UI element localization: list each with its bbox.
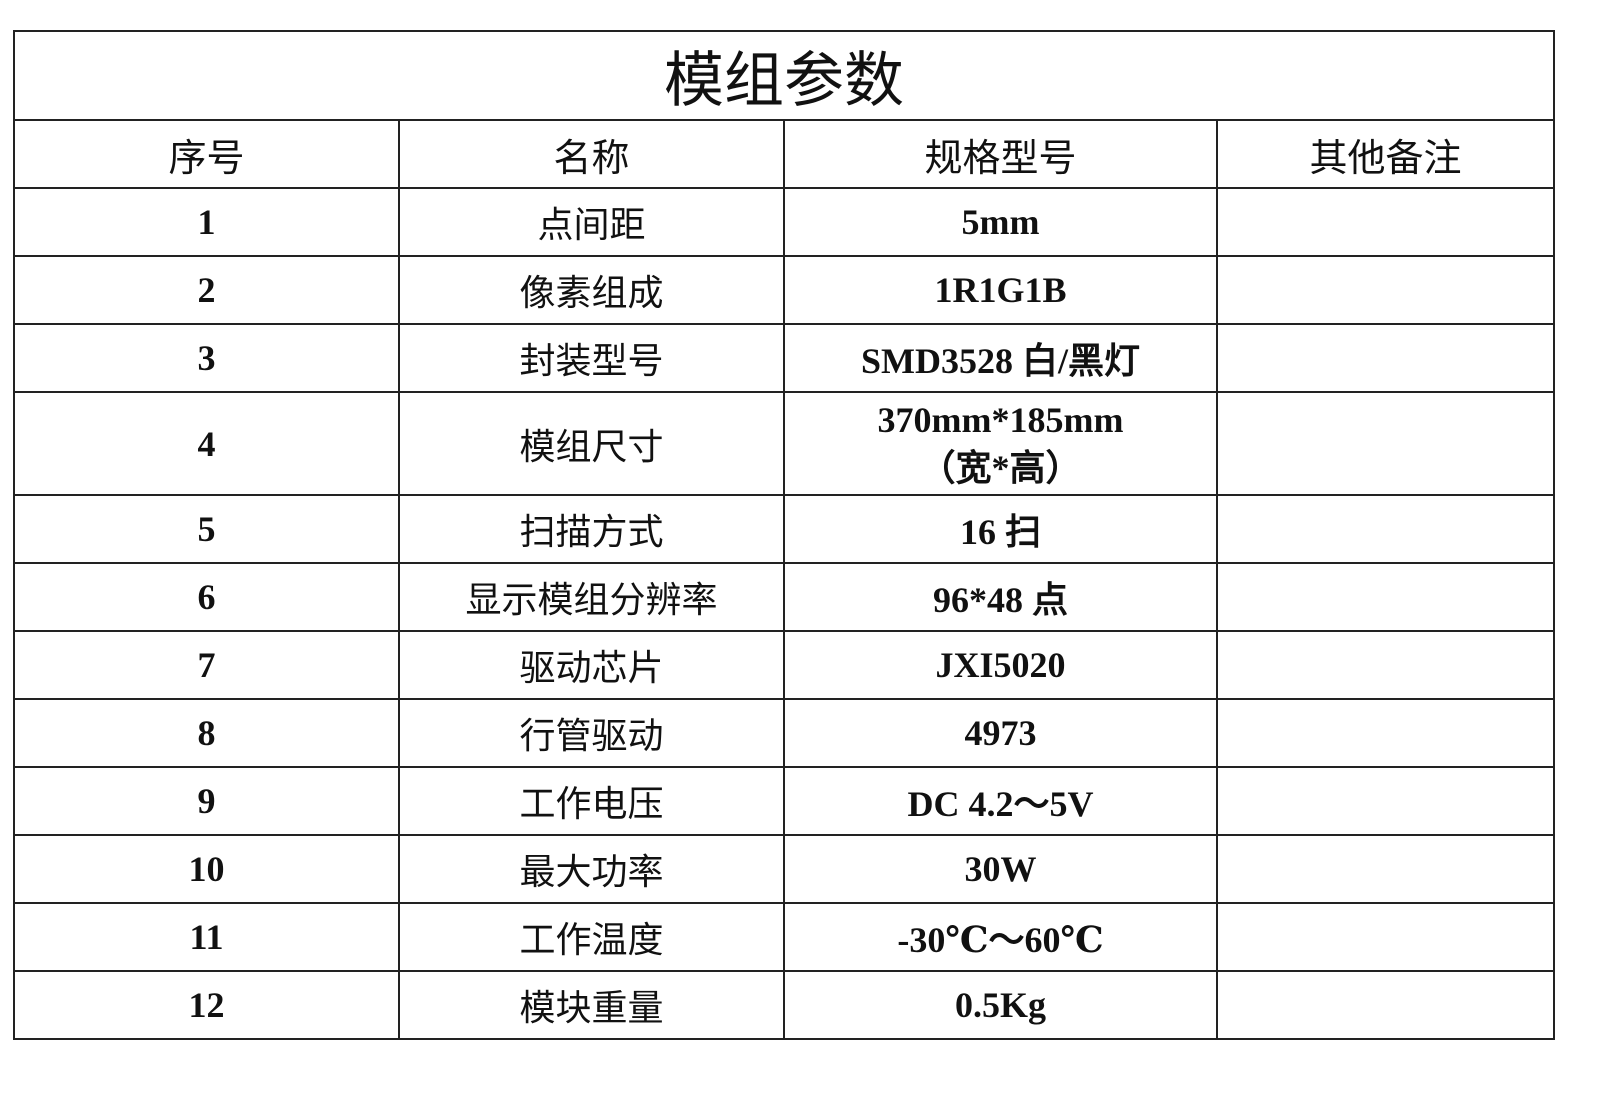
cell-name: 工作温度	[398, 902, 785, 972]
cell-note	[1216, 323, 1555, 393]
table-row: 7 驱动芯片 JXI5020	[13, 630, 1555, 700]
cell-no: 2	[13, 255, 400, 325]
table-row: 2 像素组成 1R1G1B	[13, 255, 1555, 325]
cell-spec: JXI5020	[783, 630, 1218, 700]
cell-spec: SMD3528 白/黑灯	[783, 323, 1218, 393]
cell-spec: 4973	[783, 698, 1218, 768]
table-row: 10 最大功率 30W	[13, 834, 1555, 904]
cell-name: 模组尺寸	[398, 391, 785, 496]
cell-note	[1216, 255, 1555, 325]
cell-note	[1216, 187, 1555, 257]
cell-spec: 1R1G1B	[783, 255, 1218, 325]
table-row: 3 封装型号 SMD3528 白/黑灯	[13, 323, 1555, 393]
cell-no: 8	[13, 698, 400, 768]
cell-no: 7	[13, 630, 400, 700]
table-row: 11 工作温度 -30℃～60℃	[13, 902, 1555, 972]
cell-name: 点间距	[398, 187, 785, 257]
cell-spec: DC 4.2～5V	[783, 766, 1218, 836]
cell-no: 9	[13, 766, 400, 836]
cell-name: 最大功率	[398, 834, 785, 904]
cell-spec: 96*48 点	[783, 562, 1218, 632]
cell-name: 像素组成	[398, 255, 785, 325]
cell-note	[1216, 970, 1555, 1040]
table-row: 5 扫描方式 16 扫	[13, 494, 1555, 564]
header-note: 其他备注	[1216, 119, 1555, 189]
table-row: 9 工作电压 DC 4.2～5V	[13, 766, 1555, 836]
cell-no: 3	[13, 323, 400, 393]
header-spec: 规格型号	[783, 119, 1218, 189]
cell-name: 行管驱动	[398, 698, 785, 768]
cell-spec: 0.5Kg	[783, 970, 1218, 1040]
cell-spec: 30W	[783, 834, 1218, 904]
cell-no: 10	[13, 834, 400, 904]
cell-name: 模块重量	[398, 970, 785, 1040]
table-row: 1 点间距 5mm	[13, 187, 1555, 257]
spec-line-2: （宽*高）	[919, 447, 1082, 488]
cell-no: 6	[13, 562, 400, 632]
cell-no: 11	[13, 902, 400, 972]
cell-no: 4	[13, 391, 400, 496]
cell-note	[1216, 698, 1555, 768]
cell-name: 封装型号	[398, 323, 785, 393]
table-row: 8 行管驱动 4973	[13, 698, 1555, 768]
cell-note	[1216, 391, 1555, 496]
table-title: 模组参数	[13, 30, 1555, 121]
cell-no: 12	[13, 970, 400, 1040]
spec-line-1: 370mm*185mm	[877, 399, 1124, 440]
cell-note	[1216, 630, 1555, 700]
header-no: 序号	[13, 119, 400, 189]
cell-spec: 5mm	[783, 187, 1218, 257]
module-parameters-table: 模组参数 序号 名称 规格型号 其他备注 1 点间距 5mm 2 像素组成 1R1G1B 3…	[13, 30, 1555, 1040]
table-row: 6 显示模组分辨率 96*48 点	[13, 562, 1555, 632]
cell-name: 工作电压	[398, 766, 785, 836]
cell-spec: -30℃～60℃	[783, 902, 1218, 972]
cell-note	[1216, 494, 1555, 564]
cell-note	[1216, 902, 1555, 972]
cell-name: 显示模组分辨率	[398, 562, 785, 632]
table-row: 4 模组尺寸 370mm*185mm （宽*高）	[13, 391, 1555, 496]
cell-no: 5	[13, 494, 400, 564]
cell-note	[1216, 766, 1555, 836]
header-name: 名称	[398, 119, 785, 189]
cell-no: 1	[13, 187, 400, 257]
table-row: 12 模块重量 0.5Kg	[13, 970, 1555, 1040]
cell-note	[1216, 562, 1555, 632]
cell-spec: 370mm*185mm （宽*高）	[783, 391, 1218, 496]
cell-spec: 16 扫	[783, 494, 1218, 564]
cell-note	[1216, 834, 1555, 904]
cell-name: 驱动芯片	[398, 630, 785, 700]
cell-name: 扫描方式	[398, 494, 785, 564]
